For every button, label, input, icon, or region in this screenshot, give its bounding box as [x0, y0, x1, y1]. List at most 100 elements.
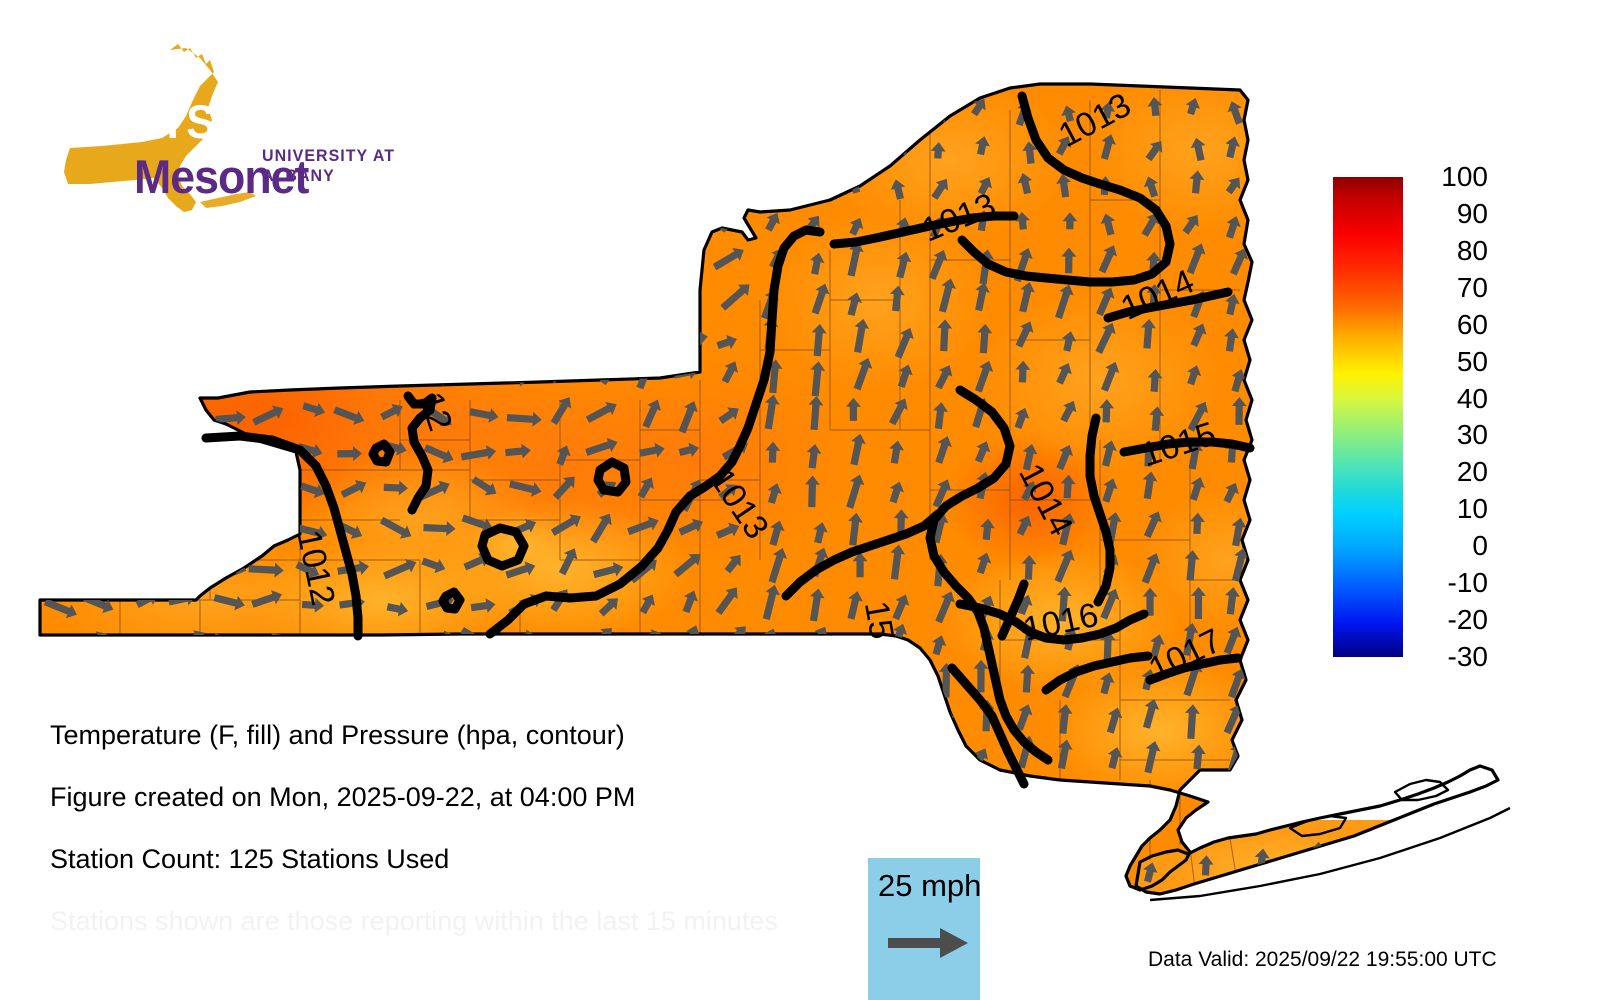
- wind-arrow: [548, 665, 578, 691]
- wind-arrow: [938, 278, 956, 313]
- wind-arrow: [296, 142, 326, 163]
- wind-arrow: [48, 678, 78, 693]
- wind-arrow: [631, 670, 656, 693]
- wind-arrow: [725, 169, 741, 196]
- wind-arrow: [302, 324, 331, 342]
- wind-arrow: [890, 179, 906, 200]
- wind-arrow: [466, 172, 491, 192]
- wind-arrow: [1190, 137, 1206, 162]
- wind-arrow: [263, 107, 285, 122]
- wind-arrow: [1225, 216, 1241, 239]
- wind-arrow: [601, 182, 617, 202]
- wind-arrow: [892, 594, 910, 621]
- wind-arrow: [1189, 170, 1205, 194]
- wind-arrow: [1141, 318, 1156, 349]
- wind-arrow: [847, 241, 864, 277]
- wind-arrow: [292, 636, 323, 656]
- wind-arrow: [811, 323, 827, 357]
- ny-state-outline-icon: [64, 44, 256, 212]
- colorbar-tick-20: 20: [1456, 456, 1488, 488]
- wind-arrow: [585, 401, 617, 423]
- wind-arrow: [935, 365, 953, 390]
- wind-arrow: [1141, 553, 1161, 584]
- wind-arrow: [595, 212, 625, 233]
- wind-arrow: [931, 746, 951, 777]
- wind-arrow: [1182, 215, 1199, 235]
- wind-arrow: [1224, 587, 1240, 615]
- colorbar-tick-60: 60: [1456, 308, 1488, 340]
- wind-arrow: [43, 598, 77, 619]
- wind-arrow: [642, 747, 661, 763]
- wind-arrow: [1056, 174, 1072, 198]
- wind-arrow: [129, 138, 151, 154]
- wind-arrow: [682, 590, 698, 614]
- wind-arrow: [1183, 622, 1199, 657]
- wind-arrow: [974, 441, 991, 463]
- wind-arrow: [84, 143, 111, 159]
- wind-arrow: [83, 105, 112, 121]
- wind-arrow: [849, 217, 864, 236]
- wind-arrow: [1189, 477, 1205, 501]
- wind-arrow: [1141, 213, 1160, 237]
- wind-arrow: [170, 137, 199, 157]
- wind-arrow: [1015, 704, 1033, 731]
- wind-arrow: [931, 178, 949, 200]
- wind-arrow: [1198, 855, 1214, 876]
- wind-arrow: [893, 509, 909, 538]
- wind-arrow: [48, 409, 71, 425]
- wind-arrow: [889, 481, 905, 504]
- wind-arrow: [1185, 98, 1201, 116]
- wind-arrow: [1059, 513, 1076, 546]
- wind-arrow: [854, 318, 870, 354]
- wind-arrow: [339, 211, 361, 227]
- wind-arrow: [558, 548, 578, 576]
- wind-arrow: [166, 364, 198, 383]
- wind-arrow: [136, 406, 157, 421]
- wind-arrow: [808, 95, 825, 117]
- wind-arrow: [342, 290, 364, 306]
- wind-arrow: [722, 97, 738, 118]
- wind-arrow: [555, 179, 580, 204]
- wind-arrow: [178, 439, 201, 456]
- wind-arrow: [508, 257, 533, 275]
- wind-arrow: [675, 246, 700, 278]
- wind-arrow-east-icon: [888, 928, 968, 958]
- wind-arrow: [1061, 247, 1077, 274]
- wind-arrow: [51, 290, 75, 306]
- wind-arrow: [417, 480, 450, 502]
- wind-arrow: [1095, 322, 1116, 355]
- wind-arrow: [128, 255, 164, 271]
- wind-arrow: [1019, 282, 1035, 313]
- wind-arrow: [216, 442, 240, 458]
- wind-arrow: [421, 557, 446, 574]
- wind-arrow: [1224, 328, 1239, 352]
- colorbar-tick--30: -30: [1447, 641, 1488, 672]
- wind-arrow: [769, 520, 785, 546]
- wind-arrow: [297, 172, 327, 191]
- wind-arrow: [1231, 397, 1247, 425]
- wind-arrow: [383, 480, 409, 496]
- wind-arrow: [254, 137, 288, 159]
- wind-arrow: [302, 98, 329, 117]
- wind-arrow: [379, 516, 412, 539]
- wind-arrow: [207, 247, 243, 269]
- wind-arrow: [1060, 474, 1076, 499]
- wind-arrow: [420, 137, 454, 153]
- wind-arrow: [973, 659, 989, 693]
- wind-arrow: [340, 140, 366, 159]
- wind-arrow: [718, 484, 737, 501]
- wind-arrow: [1223, 626, 1242, 655]
- wind-arrow: [1223, 704, 1243, 735]
- wind-arrow: [258, 259, 284, 275]
- wind-arrow: [589, 668, 611, 687]
- wind-arrow: [937, 319, 953, 352]
- wind-arrow: [634, 282, 659, 314]
- wind-arrow: [847, 512, 863, 546]
- wind-arrow: [1057, 739, 1073, 770]
- wind-arrow: [1056, 586, 1072, 622]
- colorbar-tick-10: 10: [1456, 493, 1488, 525]
- wind-arrow: [1227, 101, 1243, 125]
- wind-arrow: [173, 289, 198, 305]
- wind-arrow: [589, 513, 612, 544]
- logo-wordmark: NYSMesonet: [128, 94, 410, 204]
